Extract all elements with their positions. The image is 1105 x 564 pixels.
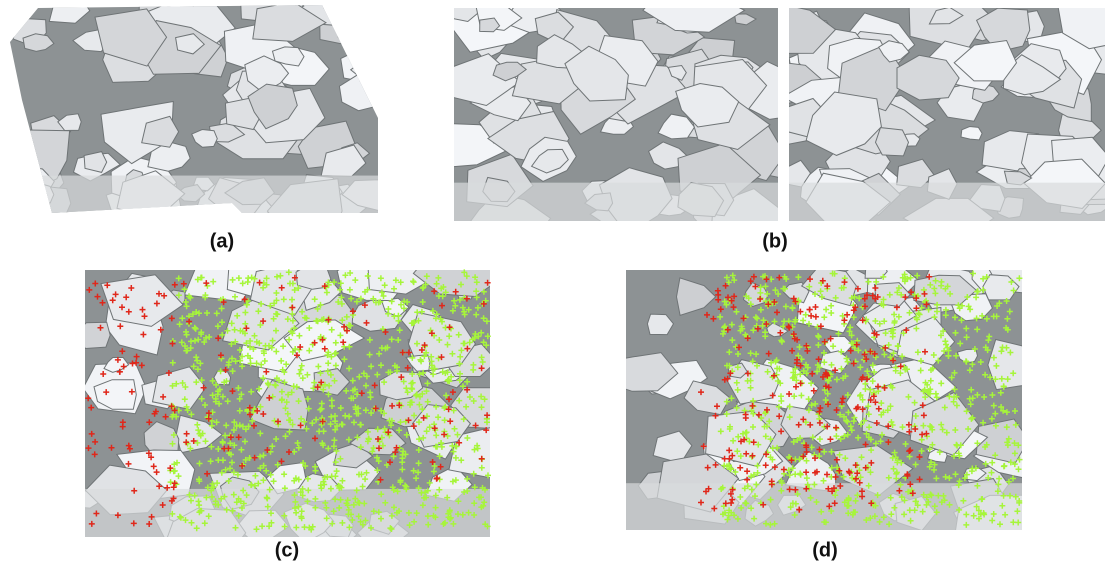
panel-label: (c) [275, 539, 299, 561]
ice-floe [961, 127, 982, 140]
ice-floe [320, 0, 415, 47]
ice-floe [341, 48, 397, 83]
ice-floe [338, 15, 414, 62]
figure: (a) (b) (c) (d) [0, 0, 1105, 564]
ice-floe [338, 14, 366, 36]
photo-fog [454, 183, 778, 221]
ice-floe [988, 340, 1053, 390]
panel-label: (b) [762, 230, 788, 252]
ice-floe [876, 128, 909, 156]
panel-label: (d) [812, 539, 838, 561]
panel-label: (a) [210, 230, 234, 252]
ice-floe [74, 322, 111, 348]
photo-fog [85, 489, 490, 537]
photo-fog [789, 183, 1105, 221]
photo [756, 0, 1105, 242]
ice-floe [84, 152, 107, 173]
photo-fog [10, 176, 378, 213]
ice-floe [333, 0, 385, 32]
photo [430, 0, 810, 253]
photo [0, 0, 415, 239]
